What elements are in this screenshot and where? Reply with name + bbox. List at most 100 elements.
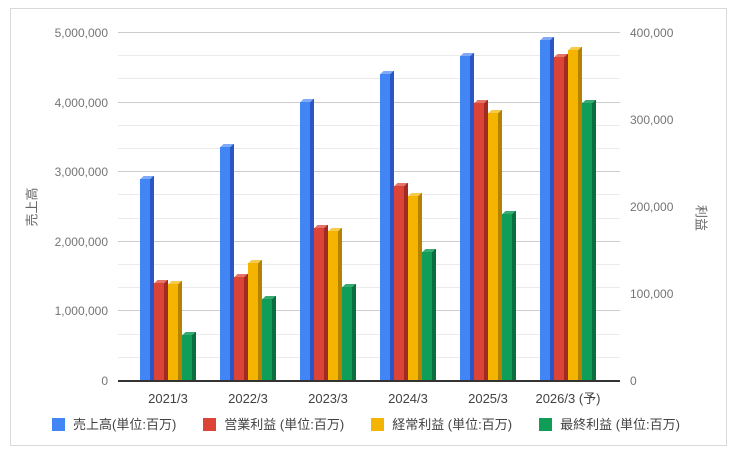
x-axis-label: 2022/3 [228, 391, 268, 406]
minor-gridline [118, 287, 620, 289]
bar-front-face [262, 299, 272, 381]
minor-gridline [118, 124, 620, 126]
bar-right-20223-s3[interactable] [262, 296, 276, 381]
bar-side-face [404, 183, 408, 381]
legend-label: 経常利益 (単位:百万) [392, 417, 513, 432]
bar-front-face [460, 56, 470, 381]
legend-item-2: 経常利益 (単位:百万) [371, 418, 512, 431]
bar-left-20243-s0[interactable] [380, 71, 394, 381]
left-axis-tick: 3,000,000 [54, 165, 108, 180]
bar-front-face [248, 262, 258, 381]
bar-right-20243-s1[interactable] [394, 183, 408, 381]
bar-front-face [314, 227, 324, 381]
x-axis-label: 2024/3 [388, 391, 428, 406]
legend-label: 最終利益 (単位:百万) [560, 417, 680, 432]
legend-swatch [52, 418, 66, 431]
bar-front-face [554, 56, 564, 381]
legend-label: 売上高(単位:百万) [73, 417, 177, 432]
bar-left-20223-s0[interactable] [220, 143, 234, 381]
plot-area [118, 32, 620, 382]
x-axis-line [118, 380, 620, 382]
legend-label: 営業利益 (単位:百万) [224, 417, 345, 432]
left-axis-tick: 4,000,000 [54, 95, 108, 110]
minor-gridline [118, 333, 620, 335]
bar-right-20223-s1[interactable] [234, 273, 248, 381]
legend-item-1: 営業利益 (単位:百万) [203, 418, 344, 431]
bar-side-face [272, 296, 276, 381]
bar-front-face [168, 283, 178, 381]
bar-left-20263-s0[interactable] [540, 37, 554, 381]
bar-front-face [540, 40, 550, 381]
bar-right-20213-s3[interactable] [182, 331, 196, 381]
major-gridline [118, 171, 620, 173]
bar-right-20263-s2[interactable] [568, 46, 582, 381]
bar-side-face [324, 224, 328, 381]
minor-gridline [118, 78, 620, 80]
bar-front-face [328, 231, 338, 381]
major-gridline [118, 32, 620, 33]
major-gridline [118, 310, 620, 312]
minor-gridline [118, 55, 620, 57]
x-axis-label: 2026/3 (予) [535, 391, 601, 406]
bar-side-face [192, 331, 196, 381]
bar-front-face [582, 102, 592, 381]
bar-left-20253-s0[interactable] [460, 53, 474, 381]
bar-front-face [380, 74, 390, 381]
bar-side-face [310, 99, 314, 381]
bar-left-20213-s0[interactable] [140, 176, 154, 381]
bar-side-face [470, 53, 474, 381]
bar-side-face [390, 71, 394, 381]
minor-gridline [118, 356, 620, 358]
left-axis-title: 売上高 [24, 187, 40, 227]
bar-front-face [300, 102, 310, 381]
right-axis-title: 利益 [693, 204, 709, 232]
x-axis-label: 2025/3 [468, 391, 508, 406]
bar-right-20243-s3[interactable] [422, 249, 436, 381]
bar-right-20233-s1[interactable] [314, 224, 328, 381]
bar-right-20263-s1[interactable] [554, 53, 568, 381]
bar-right-20213-s2[interactable] [168, 280, 182, 381]
bar-side-face [592, 99, 596, 381]
major-gridline [118, 240, 620, 242]
bar-side-face [352, 284, 356, 381]
major-gridline [118, 101, 620, 103]
bar-right-20223-s2[interactable] [248, 259, 262, 381]
right-axis-tick: 400,000 [630, 26, 674, 40]
bar-right-20233-s3[interactable] [342, 284, 356, 381]
left-axis-tick: 0 [101, 374, 108, 388]
bar-side-face [418, 192, 422, 381]
legend-swatch [203, 418, 217, 431]
bar-side-face [498, 110, 502, 381]
bar-right-20233-s2[interactable] [328, 228, 342, 381]
bar-side-face [244, 273, 248, 381]
bar-front-face [394, 186, 404, 381]
bar-front-face [234, 276, 244, 381]
legend-swatch [371, 418, 385, 431]
bar-front-face [502, 214, 512, 381]
minor-gridline [118, 264, 620, 265]
right-axis-tick: 200,000 [630, 200, 674, 214]
legend: 売上高(単位:百万) 営業利益 (単位:百万) 経常利益 (単位:百万) 最終利益 (… [0, 418, 732, 431]
bar-side-face [164, 279, 168, 381]
bar-side-face [178, 280, 182, 381]
bar-front-face [154, 282, 164, 381]
bar-right-20253-s1[interactable] [474, 99, 488, 381]
bar-right-20253-s3[interactable] [502, 211, 516, 381]
bar-front-face [408, 195, 418, 381]
bar-side-face [432, 249, 436, 381]
bar-left-20233-s0[interactable] [300, 99, 314, 381]
bar-side-face [578, 46, 582, 381]
bar-right-20243-s2[interactable] [408, 192, 422, 381]
bar-front-face [342, 287, 352, 381]
bar-right-20213-s1[interactable] [154, 279, 168, 381]
minor-gridline [118, 194, 620, 196]
bar-front-face [182, 334, 192, 381]
minor-gridline [118, 148, 620, 149]
bar-front-face [568, 49, 578, 381]
bar-right-20253-s2[interactable] [488, 110, 502, 381]
bar-right-20263-s3[interactable] [582, 99, 596, 381]
bar-side-face [258, 259, 262, 381]
right-axis-tick: 100,000 [630, 287, 674, 301]
bar-front-face [474, 102, 484, 381]
